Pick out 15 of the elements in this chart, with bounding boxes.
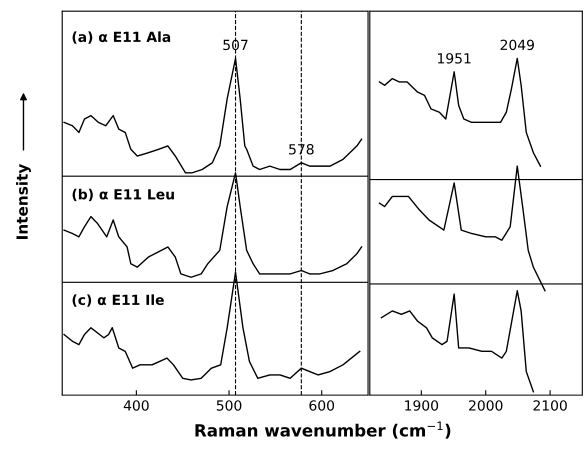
x-axis-title: Raman wavenumber (cm$^{−1}$) bbox=[195, 422, 450, 439]
x-tick-label: 400 bbox=[124, 400, 149, 411]
text: (a) α E11 Ala bbox=[72, 31, 170, 44]
x-tick-label: 1900 bbox=[405, 400, 438, 411]
x-tick-label: 2000 bbox=[469, 400, 502, 411]
y-axis-title: Intensity bbox=[16, 164, 31, 239]
x-tick-label: 500 bbox=[216, 400, 242, 411]
annotation: 507 bbox=[223, 40, 248, 50]
annotation: 578 bbox=[289, 144, 314, 155]
annotation: 1951 bbox=[438, 53, 471, 64]
x-tick-label: 600 bbox=[309, 400, 334, 411]
annotation: (c) α E11 Ile bbox=[72, 294, 164, 307]
annotation: (b) α E11 Leu bbox=[72, 188, 174, 202]
annotation: 2049 bbox=[500, 40, 534, 50]
x-tick-label: 2100 bbox=[533, 400, 567, 411]
